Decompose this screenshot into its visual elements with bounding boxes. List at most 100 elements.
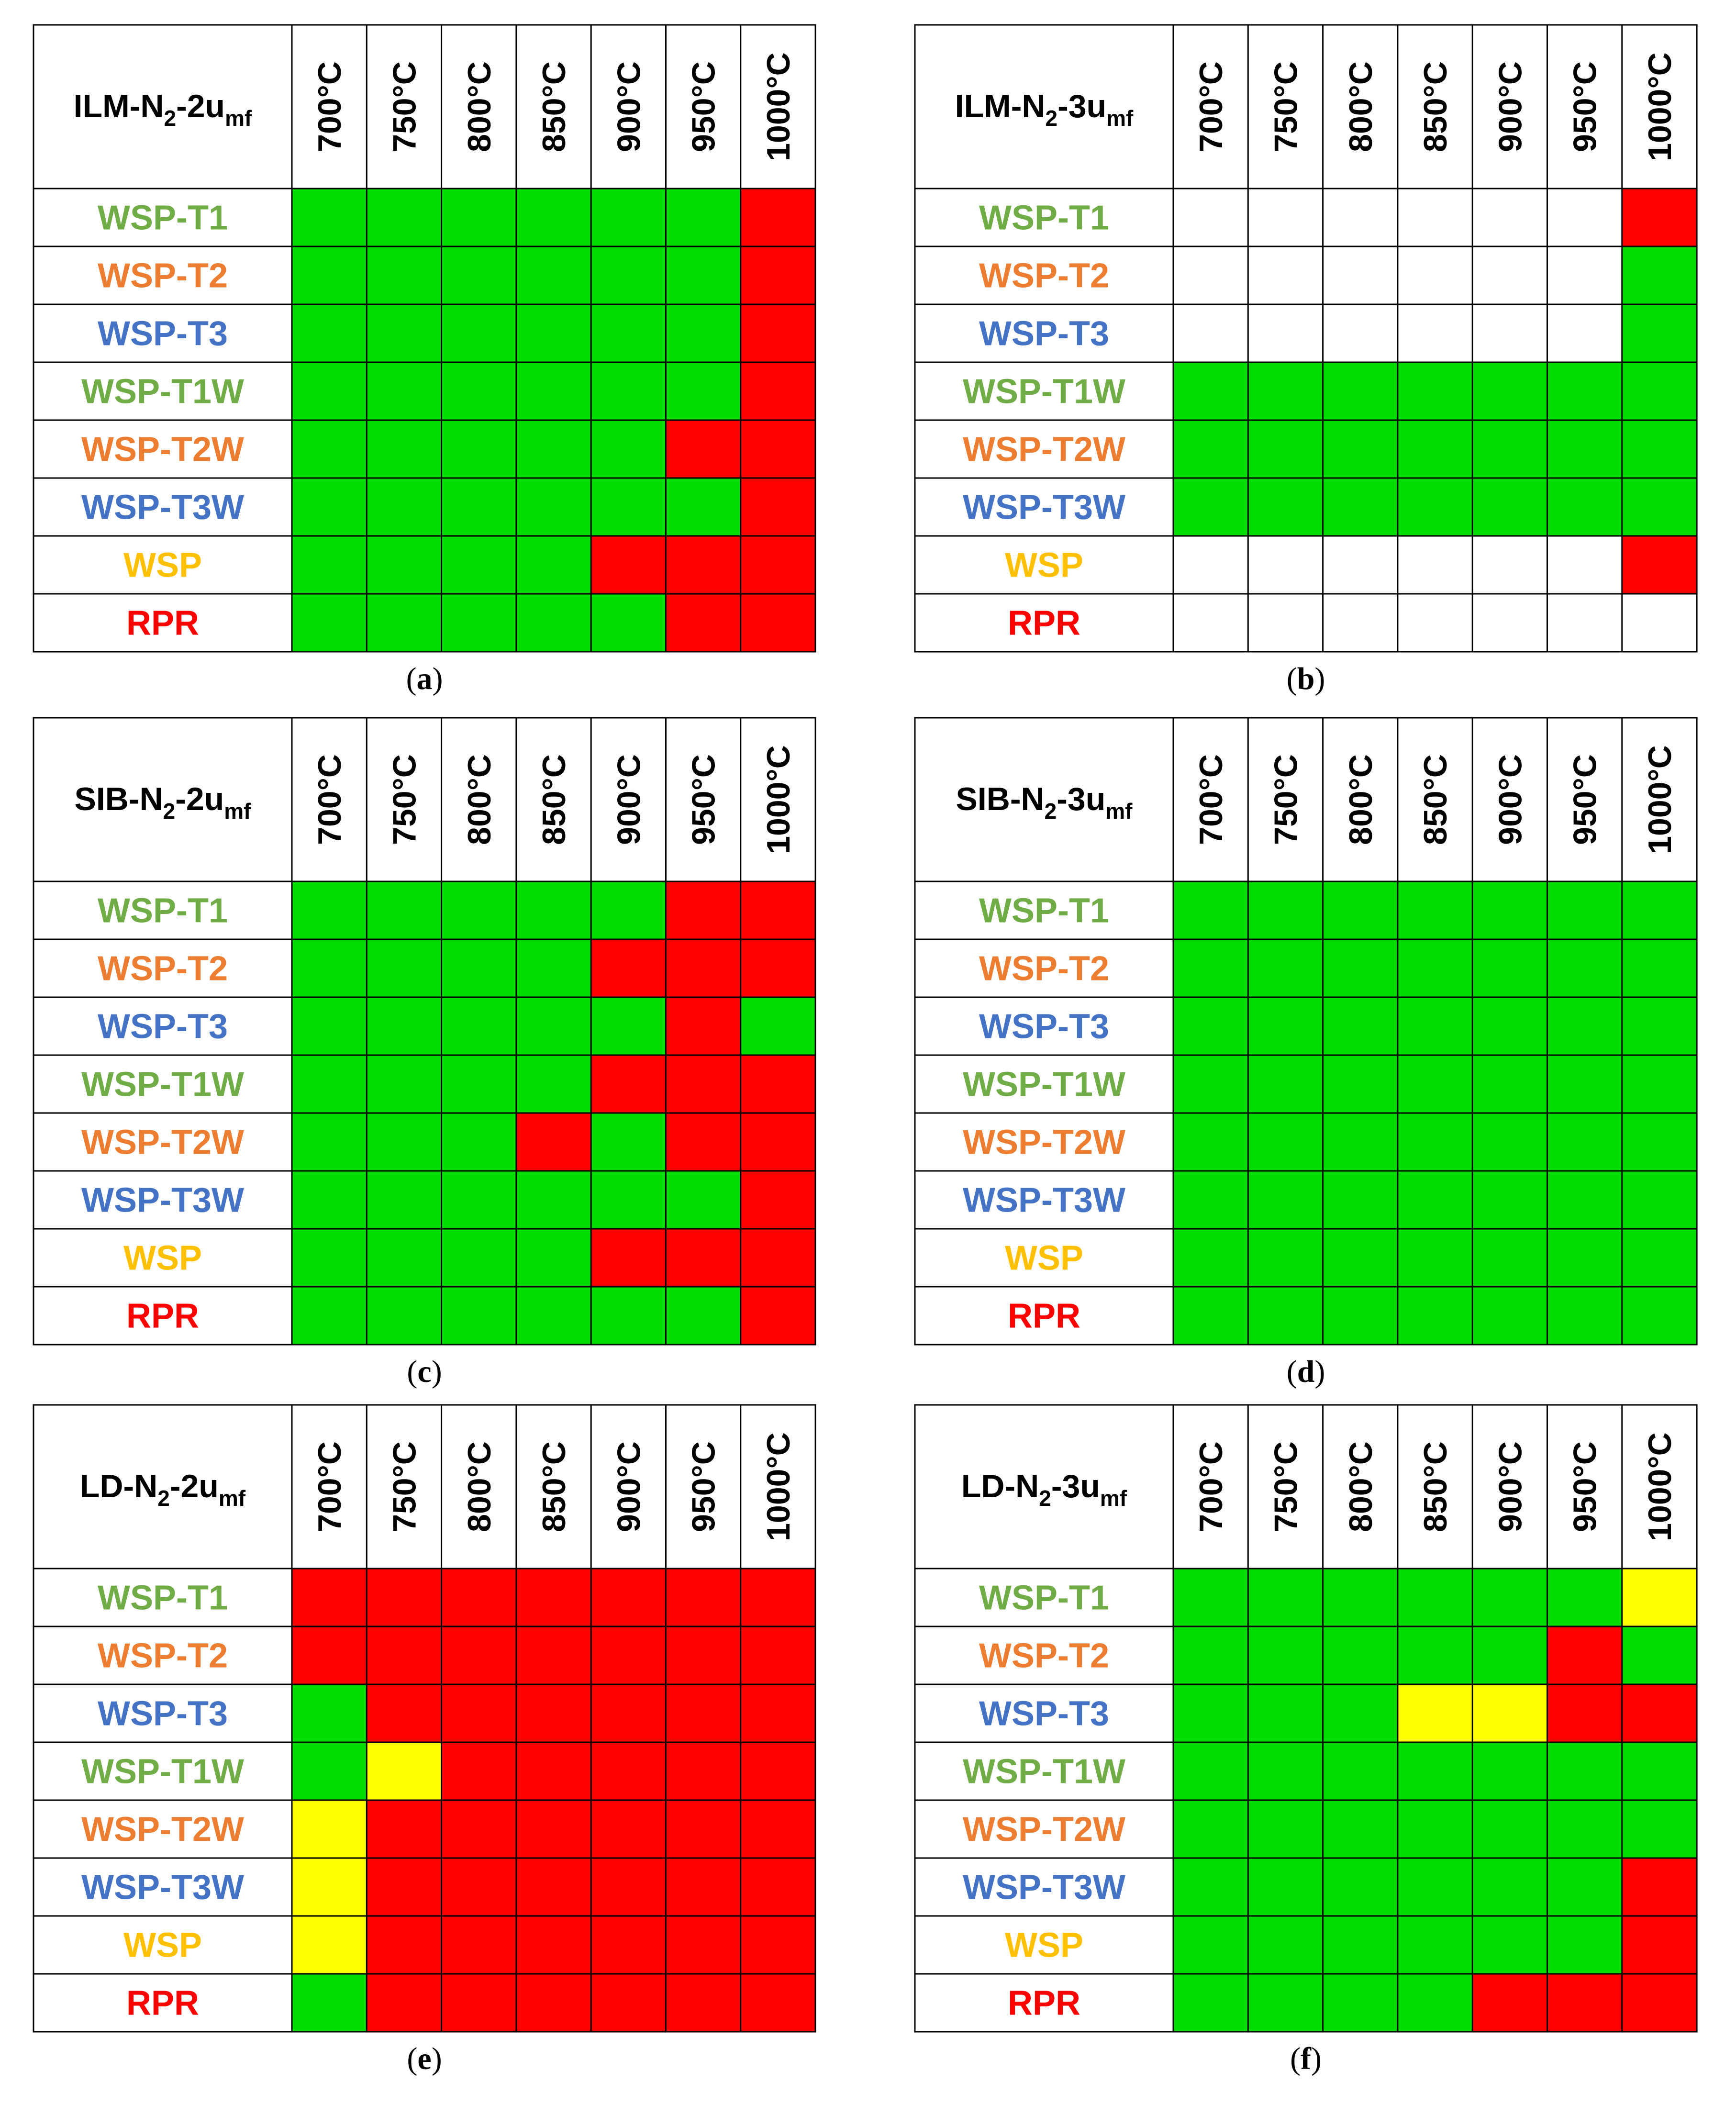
grid-lines: [914, 24, 1698, 653]
status-cell: [1622, 304, 1697, 362]
row-label: WSP-T3W: [963, 1181, 1125, 1220]
status-cell: [666, 1287, 741, 1345]
row-label: WSP-T2: [979, 950, 1109, 988]
status-cell: [740, 362, 816, 420]
column-header: 800°C: [461, 1441, 498, 1532]
status-cell: [1472, 1684, 1547, 1742]
status-cell: [1472, 304, 1547, 362]
caption-paren: ): [433, 661, 443, 696]
status-cell: [740, 939, 816, 997]
caption-paren: (: [407, 2041, 417, 2076]
status-cell: [1547, 1229, 1622, 1287]
status-cell: [1622, 1684, 1697, 1742]
status-cell: [516, 1113, 591, 1171]
title-part-base: LD-N: [80, 1468, 157, 1504]
status-cell: [740, 246, 816, 304]
status-cell: [1472, 1858, 1547, 1916]
column-header: 700°C: [1193, 754, 1229, 845]
status-cell: [441, 246, 516, 304]
status-cell: [1248, 1742, 1323, 1800]
status-cell: [292, 939, 367, 997]
panel-e: LD-N2-2umf 700°C 750°C 800°C 850°C 900°C 950°C…: [33, 1404, 816, 2076]
status-cell: [591, 1569, 666, 1626]
status-cell: [516, 1171, 591, 1229]
status-cell: [441, 1626, 516, 1684]
title-part-base: SIB-N: [75, 781, 163, 817]
column-header: 800°C: [461, 61, 498, 152]
title-part-sub: 2: [164, 106, 177, 131]
status-cell: [666, 1171, 741, 1229]
status-cell: [292, 1626, 367, 1684]
column-header: 1000°C: [760, 745, 797, 854]
row-label: WSP-T3: [979, 1008, 1109, 1046]
status-cell: [1397, 1626, 1473, 1684]
row-label: WSP: [1005, 546, 1083, 585]
status-cell: [516, 246, 591, 304]
status-cell: [441, 594, 516, 652]
caption-letter: c: [417, 1354, 431, 1389]
status-cell: [367, 246, 442, 304]
column-header: 950°C: [1567, 61, 1603, 152]
status-cell: [367, 536, 442, 594]
status-cell: [1472, 420, 1547, 478]
status-cell: [367, 478, 442, 536]
status-cell: [1547, 594, 1622, 652]
title-part-mid: -2u: [170, 1468, 219, 1504]
status-cell: [740, 304, 816, 362]
status-cell: [367, 420, 442, 478]
status-cell: [1397, 246, 1473, 304]
panel-title: ILM-N2-2umf: [74, 88, 252, 131]
status-cell: [1397, 1800, 1473, 1858]
status-cell: [441, 189, 516, 246]
status-cell: [441, 939, 516, 997]
status-cell: [1472, 189, 1547, 246]
caption-letter: f: [1301, 2041, 1312, 2076]
caption-paren: (: [1290, 2041, 1301, 2076]
column-header: 1000°C: [760, 1432, 797, 1541]
status-cell: [516, 1858, 591, 1916]
panel-title: LD-N2-3umf: [961, 1468, 1127, 1511]
status-cell: [367, 1569, 442, 1626]
status-cell: [441, 881, 516, 939]
row-label: WSP-T1: [98, 1579, 228, 1617]
status-cell: [1397, 1742, 1473, 1800]
status-cell: [1323, 362, 1398, 420]
status-cell: [292, 1113, 367, 1171]
status-cell: [591, 304, 666, 362]
status-cell: [441, 1974, 516, 2032]
status-cell: [666, 1229, 741, 1287]
status-cell: [516, 536, 591, 594]
status-cell: [516, 1626, 591, 1684]
panel-c: SIB-N2-2umf 700°C 750°C 800°C 850°C 900°C 950°…: [33, 717, 816, 1389]
status-cell: [367, 881, 442, 939]
status-cell: [367, 1055, 442, 1113]
status-cell: [1173, 1171, 1248, 1229]
status-cell: [1397, 881, 1473, 939]
column-header: 850°C: [536, 61, 572, 152]
status-cell: [1173, 189, 1248, 246]
column-header: 850°C: [536, 754, 572, 845]
row-label: WSP-T2: [979, 257, 1109, 295]
status-cell: [1323, 1287, 1398, 1345]
status-cell: [441, 1800, 516, 1858]
column-header: 1000°C: [1642, 52, 1678, 161]
status-cell: [666, 1974, 741, 2032]
status-cell: [1323, 1113, 1398, 1171]
status-cell: [1622, 1858, 1697, 1916]
caption-paren: ): [1314, 661, 1325, 696]
status-cell: [1472, 594, 1547, 652]
row-label: WSP: [123, 1926, 202, 1965]
status-cell: [516, 1569, 591, 1626]
status-cell: [740, 1287, 816, 1345]
status-cell: [516, 478, 591, 536]
status-cell: [292, 536, 367, 594]
status-cell: [1173, 1858, 1248, 1916]
caption-paren: ): [432, 1354, 442, 1389]
status-cell: [367, 362, 442, 420]
status-cell: [292, 1229, 367, 1287]
status-cell: [1547, 1684, 1622, 1742]
status-cell: [1547, 420, 1622, 478]
status-cell: [1622, 881, 1697, 939]
status-cell: [666, 304, 741, 362]
status-cell: [1173, 1229, 1248, 1287]
